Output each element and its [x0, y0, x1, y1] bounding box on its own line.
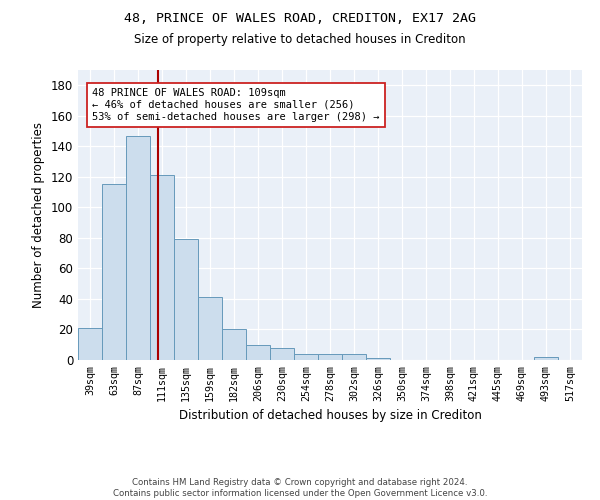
Bar: [175, 240, 197, 360]
Y-axis label: Number of detached properties: Number of detached properties: [32, 122, 45, 308]
X-axis label: Distribution of detached houses by size in Crediton: Distribution of detached houses by size …: [179, 409, 481, 422]
Bar: [535, 357, 557, 360]
Bar: [103, 184, 125, 360]
Bar: [199, 298, 221, 360]
Bar: [367, 358, 389, 360]
Bar: [151, 176, 173, 360]
Text: Size of property relative to detached houses in Crediton: Size of property relative to detached ho…: [134, 32, 466, 46]
Bar: [295, 354, 317, 360]
Bar: [343, 354, 365, 360]
Text: Contains HM Land Registry data © Crown copyright and database right 2024.
Contai: Contains HM Land Registry data © Crown c…: [113, 478, 487, 498]
Text: 48, PRINCE OF WALES ROAD, CREDITON, EX17 2AG: 48, PRINCE OF WALES ROAD, CREDITON, EX17…: [124, 12, 476, 26]
Text: 48 PRINCE OF WALES ROAD: 109sqm
← 46% of detached houses are smaller (256)
53% o: 48 PRINCE OF WALES ROAD: 109sqm ← 46% of…: [92, 88, 379, 122]
Bar: [319, 354, 341, 360]
Bar: [223, 330, 245, 360]
Bar: [127, 136, 149, 360]
Bar: [271, 348, 293, 360]
Bar: [79, 328, 101, 360]
Bar: [247, 344, 269, 360]
